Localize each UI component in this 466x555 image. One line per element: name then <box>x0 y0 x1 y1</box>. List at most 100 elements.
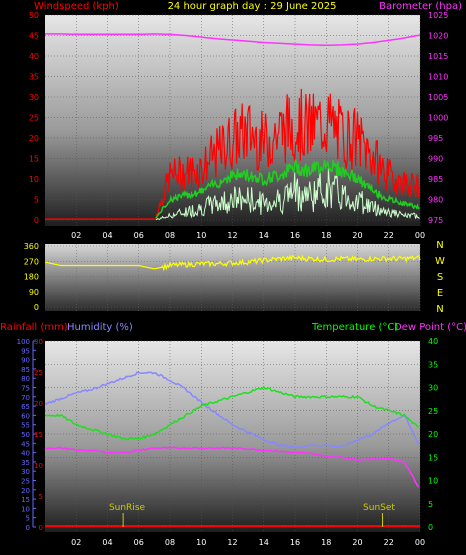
x-tick-label: 22 <box>384 538 394 547</box>
temperature-tick-label: 15 <box>428 453 438 462</box>
x-tick-label: 10 <box>196 231 206 240</box>
temp-plot <box>45 371 420 527</box>
x-tick-label: 06 <box>134 538 144 547</box>
x-tick-label: 22 <box>384 231 394 240</box>
x-tick-label: 18 <box>321 231 331 240</box>
compass-label: S <box>437 272 443 283</box>
rainfall-tick-label: 10 <box>34 462 43 470</box>
compass-label: E <box>437 288 443 299</box>
humidity-tick-label: 75 <box>21 385 30 393</box>
dewpoint-axis-title: Dew Point (°C) <box>394 322 466 333</box>
ws-tick-label: 5 <box>34 196 39 205</box>
ws-tick-label: 30 <box>29 93 39 102</box>
wind-direction-series <box>44 254 421 272</box>
direction-grid <box>45 244 421 311</box>
ws-tick-label: 15 <box>29 155 39 164</box>
temperature-tick-label: 20 <box>428 430 438 439</box>
humidity-tick-label: 25 <box>21 478 30 486</box>
x-tick-label: 00 <box>415 231 425 240</box>
temperature-series <box>45 385 419 441</box>
baro-tick-label: 1025 <box>428 11 448 20</box>
x-tick-label: 04 <box>102 231 112 240</box>
x-tick-label: 14 <box>259 538 269 547</box>
rainfall-tick-label: 5 <box>39 493 43 501</box>
baro-tick-label: 1005 <box>428 93 448 102</box>
baro-tick-label: 980 <box>428 196 443 205</box>
humidity-tick-label: 10 <box>21 505 30 513</box>
x-tick-label: 10 <box>196 538 206 547</box>
chart-title: 24 hour graph day : 29 June 2025 <box>168 1 337 12</box>
x-tick-label: 18 <box>321 538 331 547</box>
ws-tick-label: 25 <box>29 114 39 123</box>
x-tick-label: 06 <box>134 231 144 240</box>
temperature-tick-label: 30 <box>428 384 438 393</box>
humidity-tick-label: 5 <box>26 515 30 523</box>
baro-tick-label: 1020 <box>428 32 448 41</box>
compass-label: N <box>436 304 443 315</box>
humidity-tick-label: 35 <box>21 459 30 467</box>
baro-tick-label: 995 <box>428 134 443 143</box>
rainfall-tick-label: 20 <box>34 400 43 408</box>
x-tick-label: 04 <box>102 538 112 547</box>
rainfall-tick-label: 25 <box>34 369 43 377</box>
rainfall-tick-label: 30 <box>34 338 43 346</box>
temperature-tick-label: 10 <box>428 477 438 486</box>
humidity-tick-label: 50 <box>21 431 30 439</box>
humidity-tick-label: 15 <box>21 496 30 504</box>
dir-tick-label: 0 <box>34 303 39 312</box>
sunrise-label: SunRise <box>109 503 146 513</box>
temperature-tick-label: 35 <box>428 360 438 369</box>
temperature-tick-label: 40 <box>428 337 438 346</box>
humidity-tick-label: 70 <box>21 394 30 402</box>
humidity-tick-label: 95 <box>21 347 30 355</box>
x-tick-label: 08 <box>165 538 175 547</box>
x-tick-label: 02 <box>71 231 81 240</box>
humidity-tick-label: 30 <box>21 468 30 476</box>
compass-label: W <box>435 256 445 267</box>
ws-tick-label: 40 <box>29 52 39 61</box>
baro-tick-label: 1010 <box>428 73 448 82</box>
dir-tick-label: 90 <box>29 288 39 297</box>
humidity-tick-label: 90 <box>21 357 30 365</box>
gust-series <box>155 88 420 216</box>
x-tick-label: 12 <box>227 538 237 547</box>
compass-label: N <box>436 240 443 251</box>
x-tick-label: 00 <box>415 538 425 547</box>
rainfall-tick-label: 15 <box>34 431 43 439</box>
x-tick-label: 20 <box>352 538 362 547</box>
humidity-tick-label: 65 <box>21 403 30 411</box>
x-tick-label: 12 <box>227 231 237 240</box>
humidity-series <box>45 371 420 449</box>
windspeed-axis-title: Windspeed (kph) <box>34 1 119 12</box>
ws-tick-label: 35 <box>29 73 39 82</box>
dewpoint-series <box>45 446 420 488</box>
barometer-axis-title: Barometer (hpa) <box>379 1 462 12</box>
x-tick-label: 14 <box>259 231 269 240</box>
humidity-tick-label: 85 <box>21 366 30 374</box>
baro-tick-label: 1015 <box>428 52 448 61</box>
x-tick-label: 02 <box>71 538 81 547</box>
x-tick-label: 08 <box>165 231 175 240</box>
x-tick-label: 20 <box>352 231 362 240</box>
ws-tick-label: 50 <box>29 11 39 20</box>
temperature-tick-label: 0 <box>428 523 433 532</box>
humidity-tick-label: 60 <box>21 412 30 420</box>
baro-tick-label: 985 <box>428 175 443 184</box>
temp-grid <box>45 340 421 532</box>
baro-tick-label: 1000 <box>428 114 448 123</box>
barometer-series <box>45 33 420 47</box>
wind-plot <box>45 33 420 221</box>
temperature-axis-title: Temperature (°C) <box>311 322 398 333</box>
humidity-tick-label: 100 <box>17 338 30 346</box>
humidity-tick-label: 0 <box>26 524 30 532</box>
dir-tick-label: 180 <box>24 273 39 282</box>
axis-labels: 0510152025303540455097598098599099510001… <box>17 11 449 547</box>
temperature-tick-label: 5 <box>428 500 433 509</box>
direction-plot <box>44 254 421 272</box>
ws-tick-label: 20 <box>29 134 39 143</box>
dir-tick-label: 270 <box>24 257 39 266</box>
ws-tick-label: 10 <box>29 175 39 184</box>
x-tick-label: 16 <box>290 538 300 547</box>
humidity-tick-label: 80 <box>21 375 30 383</box>
